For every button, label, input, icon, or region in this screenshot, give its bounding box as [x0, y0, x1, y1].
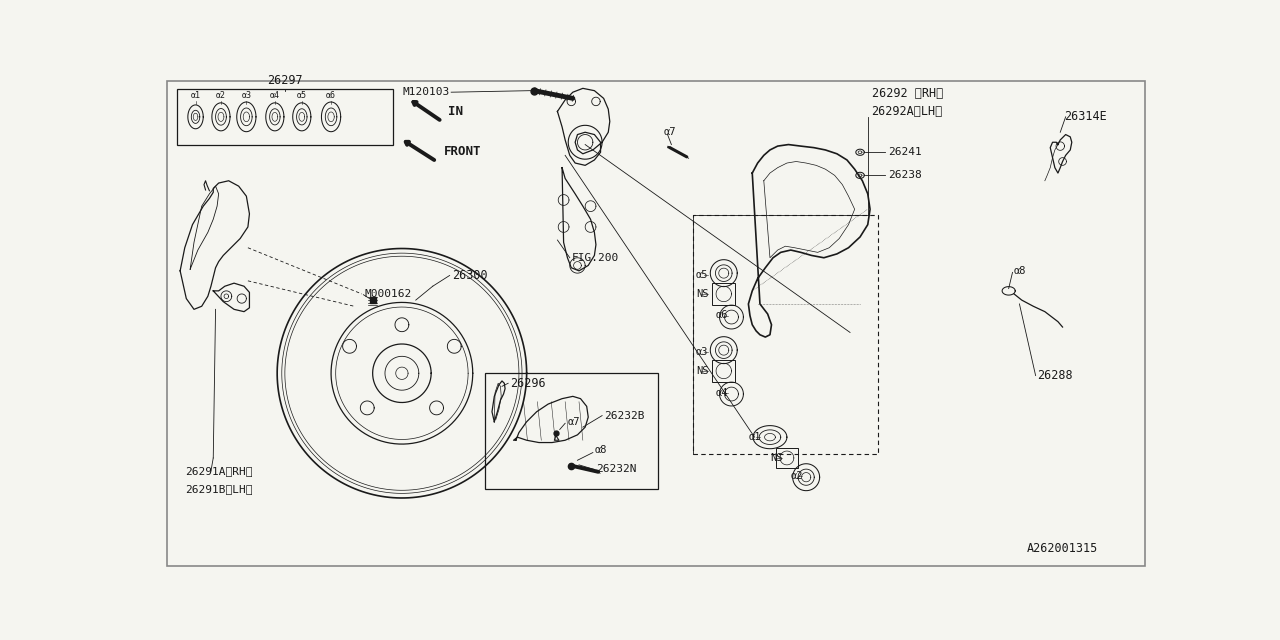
Text: 26297: 26297 — [268, 74, 302, 87]
Text: M000162: M000162 — [365, 289, 412, 299]
Text: M120103: M120103 — [402, 87, 449, 97]
Text: α7: α7 — [567, 417, 580, 427]
Text: α5: α5 — [297, 91, 307, 100]
Text: α8: α8 — [1014, 266, 1027, 276]
Text: NS: NS — [771, 453, 782, 463]
Text: α4: α4 — [270, 91, 280, 100]
Text: α8: α8 — [594, 445, 607, 455]
Text: 26292 〈RH〉: 26292 〈RH〉 — [872, 87, 943, 100]
Text: 26238: 26238 — [888, 170, 923, 180]
Text: α6: α6 — [716, 310, 728, 321]
Bar — [177, 89, 393, 145]
Bar — [712, 283, 735, 305]
Text: NS: NS — [696, 366, 709, 376]
Text: α3: α3 — [696, 348, 709, 358]
Bar — [485, 373, 658, 489]
Text: 26232N: 26232N — [596, 465, 636, 474]
Text: NS: NS — [696, 289, 709, 299]
Text: α1: α1 — [749, 432, 760, 442]
Text: 26288: 26288 — [1037, 369, 1073, 382]
Text: FRONT: FRONT — [444, 145, 481, 158]
Text: 26296: 26296 — [509, 377, 545, 390]
Text: α3: α3 — [242, 91, 251, 100]
Text: α5: α5 — [696, 271, 709, 280]
Text: 26291A〈RH〉: 26291A〈RH〉 — [184, 466, 252, 476]
Text: α2: α2 — [791, 470, 804, 481]
Text: 26241: 26241 — [888, 147, 923, 157]
Text: A262001315: A262001315 — [1027, 541, 1098, 554]
Text: α4: α4 — [716, 387, 728, 397]
Bar — [712, 360, 735, 381]
Bar — [692, 216, 878, 454]
Text: α2: α2 — [216, 91, 227, 100]
Text: α6: α6 — [326, 91, 337, 100]
Text: α1: α1 — [191, 91, 201, 100]
Text: 26232B: 26232B — [604, 411, 644, 420]
Text: α7: α7 — [664, 127, 676, 137]
Text: 26292A〈LH〉: 26292A〈LH〉 — [872, 105, 943, 118]
Text: IN: IN — [448, 105, 463, 118]
Text: 26314E: 26314E — [1064, 110, 1107, 124]
Text: 26300: 26300 — [452, 269, 488, 282]
Text: 26291B〈LH〉: 26291B〈LH〉 — [184, 484, 252, 493]
Text: FIG.200: FIG.200 — [571, 253, 618, 263]
Bar — [776, 448, 797, 468]
